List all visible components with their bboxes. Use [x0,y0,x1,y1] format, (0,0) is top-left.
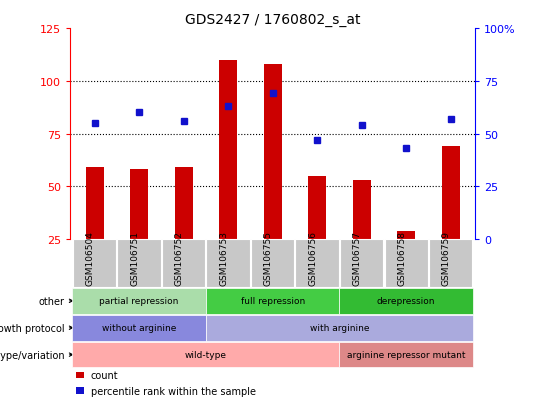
Bar [86,168,104,240]
Text: full repression: full repression [241,297,305,306]
Bar [353,180,370,240]
Text: percentile rank within the sample: percentile rank within the sample [91,386,256,396]
Text: growth protocol: growth protocol [0,323,65,333]
Text: GSM106756: GSM106756 [308,230,317,285]
Text: GSM106758: GSM106758 [397,230,406,285]
Bar [308,176,326,240]
Text: wild-type: wild-type [185,350,227,359]
Bar [219,61,237,240]
Text: other: other [39,296,65,306]
Bar [442,147,460,240]
Text: GSM106759: GSM106759 [442,230,451,285]
Text: GSM106504: GSM106504 [86,230,94,285]
Bar [397,231,415,240]
Text: without arginine: without arginine [102,323,177,332]
Text: GSM106751: GSM106751 [130,230,139,285]
Text: GSM106752: GSM106752 [174,230,184,285]
Text: with arginine: with arginine [310,323,369,332]
Text: GSM106757: GSM106757 [353,230,362,285]
Bar [264,65,281,240]
Text: derepression: derepression [377,297,435,306]
Title: GDS2427 / 1760802_s_at: GDS2427 / 1760802_s_at [185,12,361,26]
Text: count: count [91,370,118,380]
Text: GSM106755: GSM106755 [264,230,273,285]
Text: partial repression: partial repression [99,297,179,306]
Text: GSM106753: GSM106753 [219,230,228,285]
Bar [175,168,193,240]
Text: genotype/variation: genotype/variation [0,350,65,360]
Bar [130,170,148,240]
Text: arginine repressor mutant: arginine repressor mutant [347,350,465,359]
